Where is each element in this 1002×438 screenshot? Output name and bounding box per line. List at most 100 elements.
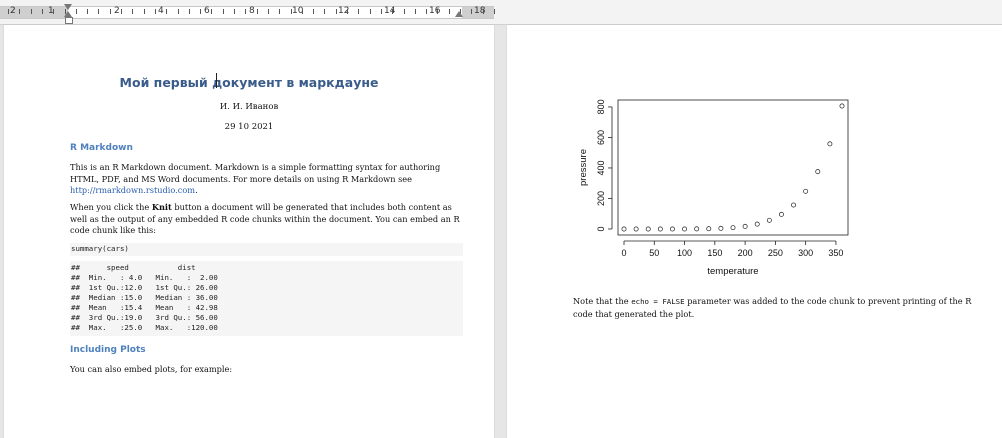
ruler-tick [313, 9, 314, 14]
ruler-tick [471, 9, 472, 14]
code-chunk-call: summary(cars) [70, 243, 463, 256]
ruler-tick [494, 9, 495, 14]
ruler-tick [426, 9, 427, 14]
ruler-tick [211, 9, 212, 14]
paragraph-knit: When you click the Knit button a documen… [70, 202, 465, 237]
ruler-tick [234, 9, 235, 14]
data-point [754, 221, 760, 227]
ruler-tick [98, 9, 99, 14]
ruler-number: 8 [249, 6, 255, 16]
data-point [645, 226, 651, 232]
x-tick-label: 50 [649, 248, 659, 258]
ruler-tick [200, 9, 201, 14]
paragraph-knit-end: button a document will be generated that… [70, 202, 460, 235]
data-point [682, 226, 688, 232]
x-axis-label: temperature [707, 266, 758, 277]
y-tick-label: 0 [596, 226, 606, 231]
right-indent-marker[interactable] [455, 11, 463, 17]
data-point [742, 223, 748, 229]
data-point [803, 188, 809, 194]
code-output-line: ## 1st Qu.:12.0 1st Qu.: 26.00 [71, 283, 227, 292]
document-date: 29 10 2021 [224, 122, 274, 132]
ruler-number: 4 [158, 6, 164, 16]
code-output-line: ## Min. : 4.0 Min. : 2.00 [71, 273, 227, 282]
ruler-tick [144, 9, 145, 14]
ruler-tick [483, 9, 484, 14]
ruler-right-margin [462, 7, 494, 18]
x-tick-label: 100 [677, 248, 692, 258]
ruler-number: 10 [292, 6, 304, 16]
note-text-end: parameter was added to the code chunk to… [573, 296, 972, 319]
data-point [694, 226, 700, 232]
ruler-tick [449, 9, 450, 14]
ruler-number: 6 [204, 6, 210, 16]
horizontal-ruler[interactable]: 2 1 2 4 6 8 10 12 14 16 18 [0, 0, 1002, 25]
data-point [621, 226, 627, 232]
paragraph-intro-text: This is an R Markdown document. Markdown… [70, 162, 441, 184]
heading-r-markdown: R Markdown [70, 143, 133, 153]
ruler-tick [223, 9, 224, 14]
data-point [766, 217, 772, 223]
ruler-tick [121, 9, 122, 14]
heading-including-plots: Including Plots [70, 345, 146, 355]
ruler-tick [381, 9, 382, 14]
ruler-number: 18 [474, 6, 486, 16]
ruler-tick [404, 9, 405, 14]
first-line-indent-marker[interactable] [64, 4, 72, 10]
ruler-tick [110, 9, 111, 14]
ruler-tick [257, 9, 258, 14]
ruler-tick [8, 9, 9, 14]
data-point [827, 141, 833, 147]
note-inline-code: echo = FALSE [631, 297, 685, 306]
data-point [778, 211, 784, 217]
y-tick-label: 800 [596, 99, 606, 114]
x-tick-label: 150 [707, 248, 722, 258]
code-line: summary(cars) [71, 244, 129, 253]
ruler-tick [132, 9, 133, 14]
x-tick-label: 300 [798, 248, 813, 258]
data-point [730, 225, 736, 231]
code-output-line: ## Mean :15.4 Mean : 42.98 [71, 303, 227, 312]
data-point [706, 226, 712, 232]
document-page-2[interactable]: 0 50 100 150 200 250 300 350 0 200 400 600 800 temper… [507, 25, 1002, 438]
ruler-tick [291, 9, 292, 14]
data-point [839, 103, 845, 109]
data-point [791, 202, 797, 208]
pressure-scatter-plot: 0 50 100 150 200 250 300 350 0 200 400 600 800 temper… [578, 99, 849, 277]
paragraph-intro: This is an R Markdown document. Markdown… [70, 162, 465, 197]
paragraph-knit-start: When you click the [70, 202, 152, 212]
code-output-line: ## Median :15.0 Median : 36.00 [71, 293, 227, 302]
ruler-number: 2 [10, 6, 16, 16]
ruler-tick [87, 9, 88, 14]
data-point [815, 169, 821, 175]
ruler-tick [437, 9, 438, 14]
document-title: Мой первый документ в маркдауне [119, 75, 379, 90]
ruler-number: 1 [48, 6, 54, 16]
paragraph-plots: You can also embed plots, for example: [70, 364, 233, 374]
ruler-tick [189, 9, 190, 14]
data-point [657, 226, 663, 232]
left-indent-marker[interactable] [65, 17, 73, 24]
data-point [718, 225, 724, 231]
ruler-tick [31, 9, 32, 14]
rmarkdown-link[interactable]: http://rmarkdown.rstudio.com [70, 185, 196, 195]
ruler-number: 14 [384, 6, 396, 16]
ruler-left-margin [0, 7, 68, 18]
ruler-tick [392, 9, 393, 14]
ruler-number: 12 [338, 6, 350, 16]
data-point [633, 226, 639, 232]
ruler-tick [279, 9, 280, 14]
ruler-tick [19, 9, 20, 14]
ruler-number: 16 [429, 6, 441, 16]
ruler-tick [358, 9, 359, 14]
ruler-tick [76, 9, 77, 14]
ruler-tick [336, 9, 337, 14]
ruler-tick [155, 9, 156, 14]
ruler-tick [370, 9, 371, 14]
hanging-indent-marker[interactable] [64, 11, 72, 17]
document-page-1[interactable]: Мой первый документ в маркдауне И. И. Ив… [4, 25, 494, 438]
note-text-start: Note that the [573, 296, 632, 306]
paragraph-intro-end: . [195, 185, 198, 195]
x-tick-label: 0 [621, 248, 626, 258]
ruler-tick [245, 9, 246, 14]
